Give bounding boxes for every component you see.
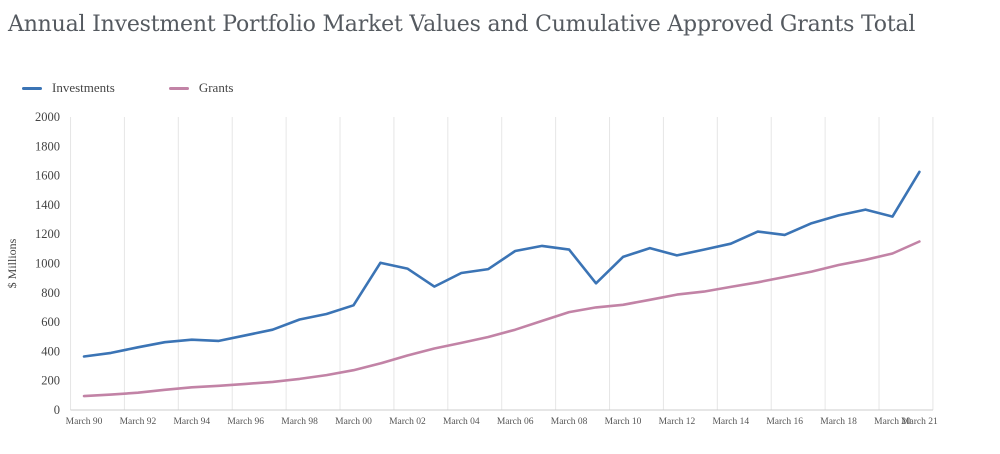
legend-swatch-grants (168, 86, 189, 90)
x-axis-ticks: March 90 March 92 March 94 March 96 March 98… (66, 417, 938, 427)
x-tick-label: March 02 (389, 417, 426, 427)
x-tick-label: March 10 (605, 417, 642, 427)
series-line-grants (82, 240, 921, 398)
x-tick-label: March 90 (66, 417, 103, 427)
legend-label-investments: Investments (52, 80, 115, 95)
x-tick-label: March 20 (874, 417, 911, 427)
y-tick-label: 1400 (35, 198, 60, 212)
legend-item-investments[interactable]: Investments (22, 80, 115, 96)
y-tick-label: 800 (41, 286, 60, 300)
y-axis-ticks: 0 200 400 600 800 1000 1200 1400 1600 1800 2000 (35, 110, 60, 417)
legend-item-grants[interactable]: Grants (168, 80, 234, 96)
y-tick-label: 1000 (35, 257, 60, 271)
legend-swatch-investments (22, 86, 42, 90)
legend-label-grants: Grants (198, 80, 234, 95)
y-tick-label: 400 (41, 344, 60, 358)
legend: Investments Grants (22, 80, 234, 96)
y-tick-label: 2000 (35, 110, 60, 124)
y-tick-label: 600 (41, 315, 60, 329)
x-tick-label: March 18 (820, 417, 857, 427)
x-tick-label: March 98 (281, 417, 318, 427)
y-tick-label: 0 (54, 403, 60, 417)
y-tick-label: 1200 (35, 227, 60, 241)
x-tick-label: March 00 (335, 417, 372, 427)
x-tick-label: March 96 (227, 417, 264, 427)
y-tick-label: 200 (41, 374, 60, 388)
x-tick-label: March 16 (766, 417, 803, 427)
grid-lines (70, 117, 934, 410)
x-tick-label: March 12 (659, 417, 696, 427)
series-line-investments (82, 170, 921, 358)
y-tick-label: 1800 (35, 139, 60, 153)
series-lines (82, 170, 921, 398)
x-tick-label: March 92 (120, 417, 157, 427)
x-tick-label: March 08 (551, 417, 588, 427)
x-tick-label: March 04 (443, 417, 480, 427)
x-tick-label: March 21 (901, 417, 938, 427)
y-tick-label: 1600 (35, 169, 60, 183)
y-axis-label: $ Millions (5, 238, 19, 288)
chart-title: Annual Investment Portfolio Market Value… (8, 12, 916, 37)
x-tick-label: March 94 (173, 417, 210, 427)
x-tick-label: March 14 (712, 417, 749, 427)
x-tick-label: March 06 (497, 417, 534, 427)
